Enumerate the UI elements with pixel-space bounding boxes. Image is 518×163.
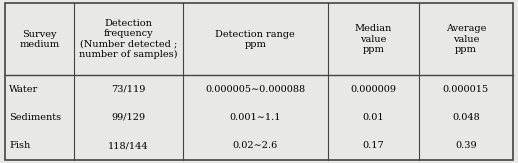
Text: 0.000005∼0.000088: 0.000005∼0.000088: [205, 85, 305, 94]
Text: Average
value
ppm: Average value ppm: [445, 24, 486, 54]
Text: 0.02∼2.6: 0.02∼2.6: [233, 141, 278, 150]
Text: 0.000015: 0.000015: [443, 85, 489, 94]
Text: 0.000009: 0.000009: [350, 85, 396, 94]
Text: Detection
frequency
(Number detected ;
number of samples): Detection frequency (Number detected ; n…: [79, 19, 178, 59]
Text: 0.17: 0.17: [363, 141, 384, 150]
Text: 0.048: 0.048: [452, 113, 480, 122]
Text: Survey
medium: Survey medium: [19, 30, 60, 49]
Text: Water: Water: [9, 85, 38, 94]
Text: 0.01: 0.01: [363, 113, 384, 122]
Text: 99/129: 99/129: [111, 113, 146, 122]
Text: 0.001∼1.1: 0.001∼1.1: [229, 113, 281, 122]
Text: 0.39: 0.39: [455, 141, 477, 150]
Text: 118/144: 118/144: [108, 141, 149, 150]
Text: Detection range
ppm: Detection range ppm: [215, 30, 295, 49]
Text: 73/119: 73/119: [111, 85, 146, 94]
Text: Fish: Fish: [9, 141, 31, 150]
Text: Sediments: Sediments: [9, 113, 62, 122]
Text: Median
value
ppm: Median value ppm: [355, 24, 392, 54]
